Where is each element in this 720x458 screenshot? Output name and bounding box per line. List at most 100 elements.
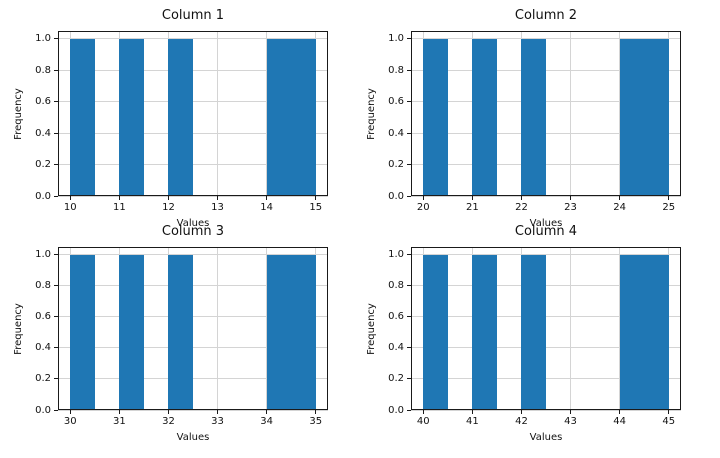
top-spine [58,247,328,248]
x-tick-label: 14 [260,202,273,213]
histogram-bar [168,38,193,196]
x-tick-label: 21 [465,202,479,213]
histogram-bar [119,38,144,196]
y-tick-mark [407,164,411,166]
h-gridline [411,195,681,197]
x-tick-label: 20 [416,202,430,213]
y-tick-mark [54,316,58,318]
x-axis-label: Values [529,432,563,443]
top-spine [58,31,328,32]
v-gridline [570,247,572,410]
x-tick-mark [471,196,473,200]
x-tick-label: 22 [515,202,528,213]
h-gridline [58,316,328,318]
y-tick-label: 0.0 [388,404,404,416]
v-gridline [315,31,317,196]
left-spine [411,247,412,410]
subplot-title: Column 2 [514,8,578,23]
y-tick-mark [407,409,411,411]
x-tick-label: 24 [613,202,626,213]
x-tick-mark [266,196,268,200]
x-tick-mark [315,410,317,414]
right-spine [327,247,328,410]
right-spine [680,247,681,410]
y-tick-mark [54,101,58,103]
left-spine [58,247,59,410]
y-tick-mark [407,254,411,256]
x-tick-mark [167,410,169,414]
y-tick-mark [54,409,58,411]
x-tick-mark [118,410,120,414]
x-tick-mark [619,196,621,200]
y-tick-label: 0.4 [35,342,51,354]
y-tick-label: 1.0 [388,249,404,261]
left-spine [411,31,412,196]
x-tick-label: 12 [162,202,175,213]
x-tick-label: 15 [309,202,323,213]
subplot-title: Column 4 [514,224,578,239]
h-gridline [58,347,328,349]
h-gridline [58,69,328,71]
x-tick-mark [266,410,268,414]
x-tick-mark [69,196,71,200]
x-tick-mark [570,410,572,414]
plot-area-column-4: 40 41 42 43 44 45 0.0 0.2 0.4 0.6 0.8 1.0 [388,247,681,427]
y-tick-mark [407,285,411,287]
y-tick-label: 0.0 [35,190,51,202]
histogram-bar [168,254,193,410]
y-tick-mark [407,132,411,134]
y-tick-label: 0.2 [388,159,404,171]
v-gridline [668,31,670,196]
histogram-bar [472,38,497,196]
histogram-bar [119,254,144,410]
x-axis-label: Values [529,218,563,229]
x-tick-mark [668,196,670,200]
y-tick-label: 0.8 [388,64,404,76]
y-tick-mark [54,254,58,256]
y-tick-mark [54,38,58,40]
x-tick-label: 45 [662,416,676,427]
y-tick-mark [54,132,58,134]
x-tick-mark [69,410,71,414]
x-tick-mark [520,410,522,414]
x-tick-label: 23 [564,202,577,213]
bottom-spine [58,409,328,410]
y-tick-label: 1.0 [35,33,51,45]
y-tick-label: 0.4 [388,127,404,139]
top-spine [411,31,681,32]
x-tick-label: 35 [309,416,323,427]
y-tick-mark [54,285,58,287]
h-gridline [411,378,681,380]
x-tick-label: 31 [112,416,126,427]
h-gridline [411,347,681,349]
h-gridline [411,254,681,256]
y-tick-label: 0.8 [388,280,404,292]
histogram-bar [423,38,448,196]
h-gridline [58,254,328,256]
x-tick-mark [520,196,522,200]
histogram-bar [266,38,316,196]
h-gridline [411,132,681,134]
y-tick-mark [54,347,58,349]
h-gridline [58,409,328,411]
x-tick-label: 41 [465,416,479,427]
y-tick-mark [407,38,411,40]
x-tick-label: 43 [564,416,577,427]
x-tick-mark [315,196,317,200]
x-tick-label: 32 [162,416,175,427]
h-gridline [411,101,681,103]
h-gridline [58,38,328,40]
x-tick-label: 44 [613,416,626,427]
histogram-bar [266,254,316,410]
x-tick-mark [570,196,572,200]
y-tick-label: 0.2 [388,373,404,385]
y-tick-label: 0.0 [35,404,51,416]
x-tick-label: 42 [515,416,528,427]
h-gridline [411,164,681,166]
right-spine [680,31,681,196]
x-tick-mark [422,410,424,414]
x-tick-mark [118,196,120,200]
x-tick-mark [471,410,473,414]
x-tick-label: 25 [662,202,676,213]
